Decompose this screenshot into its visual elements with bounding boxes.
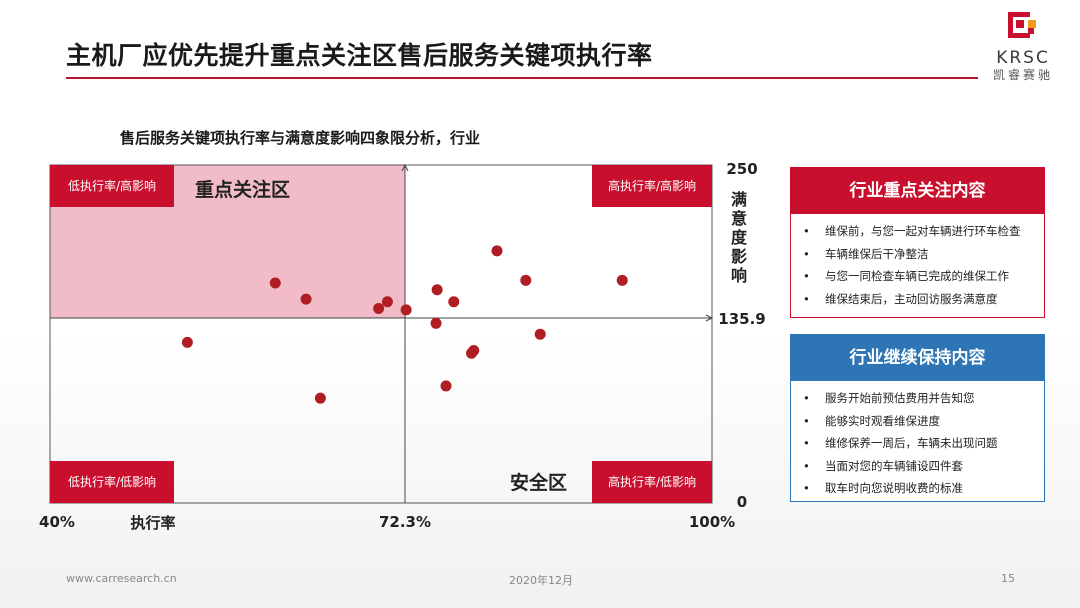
logo-subtext: 凯睿赛驰 <box>992 68 1053 82</box>
data-point <box>314 392 326 404</box>
quadrant-label: 低执行率/低影响 <box>68 474 156 489</box>
data-point <box>373 302 385 314</box>
y-tick-label: 0 <box>737 493 747 511</box>
panel-list-item: • 能够实时观看维保进度 <box>801 410 1034 433</box>
panel-list-item: • 维修保养一周后，车辆未出现问题 <box>801 432 1034 455</box>
data-point <box>300 293 312 305</box>
panel-item-text: 车辆维保后干净整洁 <box>825 246 929 261</box>
data-point <box>534 328 546 340</box>
y-tick-label: 250 <box>726 160 757 178</box>
page-title: 主机厂应优先提升重点关注区售后服务关键项执行率 <box>66 41 653 70</box>
bullet-icon: • <box>803 391 810 405</box>
data-point <box>400 304 412 316</box>
quadrant-label: 高执行率/低影响 <box>608 474 696 489</box>
panel-item-text: 当面对您的车辆铺设四件套 <box>825 458 963 473</box>
x-tick-label: 40% <box>39 513 75 531</box>
data-point <box>381 296 393 308</box>
safe-zone-label: 安全区 <box>510 471 567 494</box>
quadrant-label-box <box>50 165 174 207</box>
page-number: 15 <box>1001 572 1015 585</box>
quadrant-label-box <box>50 461 174 503</box>
vertical-arrow-icon <box>401 163 409 172</box>
focus-content-panel: 行业重点关注内容 • 维保前，与您一起对车辆进行环车检查 • 车辆维保后干净整洁 • 与您… <box>790 167 1045 318</box>
panel-list-item: • 服务开始前预估费用并告知您 <box>801 387 1034 410</box>
data-point <box>616 274 628 286</box>
panel-item-text: 能够实时观看维保进度 <box>825 413 940 428</box>
panel-list-item: • 车辆维保后干净整洁 <box>801 243 1034 266</box>
horizontal-arrow-icon <box>705 314 714 322</box>
data-point <box>269 277 281 289</box>
panel-item-text: 维修保养一周后，车辆未出现问题 <box>825 436 998 450</box>
bullet-icon: • <box>803 481 810 495</box>
bullet-icon: • <box>803 436 810 450</box>
bullet-icon: • <box>803 269 810 283</box>
quadrant-label-box <box>592 165 712 207</box>
panel-list-item: • 维保结束后，主动回访服务满意度 <box>801 288 1034 311</box>
panel-list-item: • 取车时向您说明收费的标准 <box>801 477 1034 500</box>
data-point <box>440 380 452 392</box>
panel-item-text: 维保前，与您一起对车辆进行环车检查 <box>825 224 1021 238</box>
data-point <box>520 274 532 286</box>
panel-item-text: 与您一同检查车辆已完成的维保工作 <box>825 269 1009 283</box>
bullet-icon: • <box>803 458 810 473</box>
panel-list-item: • 与您一同检查车辆已完成的维保工作 <box>801 265 1034 288</box>
chart-title: 售后服务关键项执行率与满意度影响四象限分析，行业 <box>120 129 481 147</box>
logo: KRSC 凯睿赛驰 <box>978 10 1068 82</box>
x-tick-label: 72.3% <box>379 513 431 531</box>
footer-url[interactable]: www.carresearch.cn <box>66 572 177 585</box>
data-point <box>468 345 480 357</box>
data-point <box>430 317 442 329</box>
logo-mark-icon <box>1008 12 1036 38</box>
data-point <box>431 284 443 296</box>
maintain-content-panel: 行业继续保持内容 • 服务开始前预估费用并告知您 • 能够实时观看维保进度 • 维修保养一… <box>790 334 1045 502</box>
quadrant-label: 高执行率/高影响 <box>608 178 696 193</box>
y-tick-label: 135.9 <box>718 310 765 328</box>
bullet-icon: • <box>803 291 810 306</box>
plot-frame <box>49 164 713 504</box>
quadrant-label-box <box>592 461 712 503</box>
focus-items-list: • 维保前，与您一起对车辆进行环车检查 • 车辆维保后干净整洁 • 与您一同检查车辆已完成… <box>801 220 1034 310</box>
bullet-icon: • <box>803 413 810 428</box>
panel-list-item: • 当面对您的车辆铺设四件套 <box>801 455 1034 478</box>
x-axis-label: 执行率 <box>130 514 175 532</box>
logo-text: KRSC <box>996 48 1050 68</box>
data-point <box>491 245 503 257</box>
focus-zone-label: 重点关注区 <box>195 178 290 201</box>
data-point <box>448 296 460 308</box>
maintain-items-list: • 服务开始前预估费用并告知您 • 能够实时观看维保进度 • 维修保养一周后，车辆未出现问… <box>801 387 1034 500</box>
bullet-icon: • <box>803 246 810 261</box>
panel-item-text: 取车时向您说明收费的标准 <box>825 481 963 495</box>
title-underline <box>66 77 978 79</box>
panel-list-item: • 维保前，与您一起对车辆进行环车检查 <box>801 220 1034 243</box>
panel-item-text: 维保结束后，主动回访服务满意度 <box>825 291 998 306</box>
maintain-panel-header: 行业继续保持内容 <box>791 335 1044 381</box>
quadrant-label: 低执行率/高影响 <box>68 178 156 193</box>
x-tick-label: 100% <box>689 513 735 531</box>
focus-panel-header: 行业重点关注内容 <box>791 168 1044 214</box>
bullet-icon: • <box>803 224 810 238</box>
y-axis-label: 满意度影响 <box>731 190 748 285</box>
panel-item-text: 服务开始前预估费用并告知您 <box>825 391 975 405</box>
footer-date: 2020年12月 <box>509 574 573 587</box>
data-point <box>181 336 193 348</box>
